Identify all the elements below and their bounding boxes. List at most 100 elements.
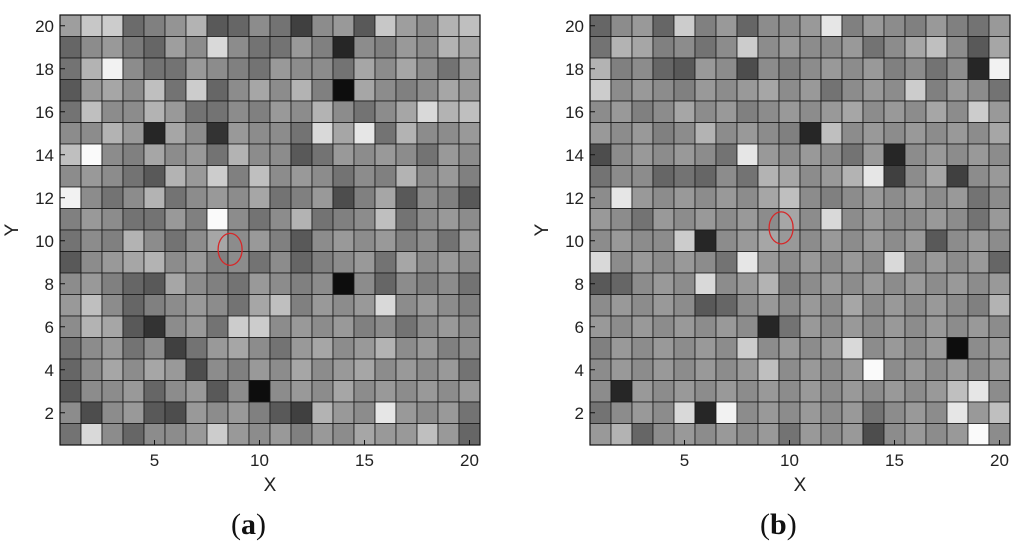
heatmap-cell xyxy=(610,294,633,317)
heatmap-cell xyxy=(101,315,124,338)
heatmap-cell xyxy=(458,251,481,274)
heatmap-cell xyxy=(631,358,654,381)
heatmap-cell xyxy=(967,272,990,295)
heatmap-cell xyxy=(799,401,822,424)
heatmap-cell xyxy=(374,36,397,59)
heatmap-cell xyxy=(59,36,82,59)
heatmap-cell xyxy=(883,57,906,80)
heatmap-cell xyxy=(673,100,696,123)
heatmap-cell xyxy=(736,229,759,252)
heatmap-cell xyxy=(736,186,759,209)
heatmap-cell xyxy=(967,251,990,274)
heatmap-cell xyxy=(988,36,1011,59)
heatmap-cell xyxy=(757,186,780,209)
heatmap-cell xyxy=(736,14,759,37)
heatmap-cell xyxy=(353,294,376,317)
heatmap-cell xyxy=(101,401,124,424)
heatmap-cell xyxy=(883,294,906,317)
heatmap-cell xyxy=(631,251,654,274)
heatmap-cell xyxy=(715,380,738,403)
heatmap-cell xyxy=(988,294,1011,317)
heatmap-cell xyxy=(290,79,313,102)
heatmap-cell xyxy=(374,79,397,102)
heatmap-cell xyxy=(59,79,82,102)
heatmap-cell xyxy=(416,401,439,424)
heatmap-cell xyxy=(736,208,759,231)
heatmap-cell xyxy=(269,57,292,80)
heatmap-cell xyxy=(290,358,313,381)
heatmap-cell xyxy=(631,208,654,231)
heatmap-cell xyxy=(610,165,633,188)
heatmap-cell xyxy=(80,143,103,166)
heatmap-cell xyxy=(778,380,801,403)
heatmap-cell xyxy=(227,36,250,59)
heatmap-cell xyxy=(862,358,885,381)
heatmap-cell xyxy=(841,401,864,424)
heatmap-cell xyxy=(778,79,801,102)
heatmap-cell xyxy=(311,380,334,403)
heatmap-cell xyxy=(227,272,250,295)
heatmap-cell xyxy=(862,79,885,102)
heatmap-cell xyxy=(311,57,334,80)
heatmap-cell xyxy=(841,229,864,252)
heatmap-cell xyxy=(610,143,633,166)
heatmap-cell xyxy=(673,57,696,80)
heatmap-cell xyxy=(820,358,843,381)
heatmap-cell xyxy=(631,57,654,80)
x-tick-label: 5 xyxy=(680,451,689,470)
heatmap-cell xyxy=(736,122,759,145)
heatmap-cell xyxy=(143,272,166,295)
heatmap-cell xyxy=(799,337,822,360)
heatmap-cell xyxy=(589,165,612,188)
heatmap-cell xyxy=(122,229,145,252)
y-tick-label: 14 xyxy=(565,146,584,165)
heatmap-cell xyxy=(799,36,822,59)
heatmap-cell xyxy=(164,380,187,403)
heatmap-cell xyxy=(715,251,738,274)
heatmap-cell xyxy=(122,165,145,188)
heatmap-cell xyxy=(206,294,229,317)
heatmap-cell xyxy=(185,358,208,381)
heatmap-cell xyxy=(248,337,271,360)
heatmap-cell xyxy=(227,251,250,274)
heatmap-cell xyxy=(395,380,418,403)
heatmap-cell xyxy=(332,315,355,338)
heatmap-cell xyxy=(610,122,633,145)
heatmap-cell xyxy=(883,36,906,59)
y-tick-label: 20 xyxy=(565,17,584,36)
heatmap-cell xyxy=(374,14,397,37)
heatmap-cell xyxy=(101,272,124,295)
heatmap-cell xyxy=(736,57,759,80)
heatmap-cell xyxy=(841,100,864,123)
heatmap-cell xyxy=(694,380,717,403)
heatmap-cell xyxy=(799,79,822,102)
heatmap-cell xyxy=(374,272,397,295)
heatmap-cell xyxy=(862,36,885,59)
heatmap-cell xyxy=(610,186,633,209)
heatmap-cell xyxy=(374,208,397,231)
heatmap-cell xyxy=(862,208,885,231)
heatmap-cell xyxy=(820,380,843,403)
heatmap-cell xyxy=(143,36,166,59)
heatmap-cell xyxy=(311,79,334,102)
heatmap-cell xyxy=(437,208,460,231)
x-tick-label: 20 xyxy=(460,451,479,470)
heatmap-cell xyxy=(143,186,166,209)
heatmap-cell xyxy=(458,57,481,80)
heatmap-cell xyxy=(736,36,759,59)
heatmap-cell xyxy=(988,122,1011,145)
heatmap-cell xyxy=(799,186,822,209)
heatmap-cell xyxy=(862,229,885,252)
heatmap-cell xyxy=(185,272,208,295)
heatmap-cell xyxy=(416,186,439,209)
heatmap-cell xyxy=(143,229,166,252)
heatmap-cell xyxy=(80,79,103,102)
heatmap-cell xyxy=(841,251,864,274)
heatmap-cell xyxy=(862,143,885,166)
y-tick-label: 10 xyxy=(565,232,584,251)
heatmap-cell xyxy=(269,14,292,37)
highlight-circle xyxy=(217,232,243,267)
heatmap-cell xyxy=(206,100,229,123)
heatmap-cell xyxy=(946,380,969,403)
heatmap-cell xyxy=(967,337,990,360)
